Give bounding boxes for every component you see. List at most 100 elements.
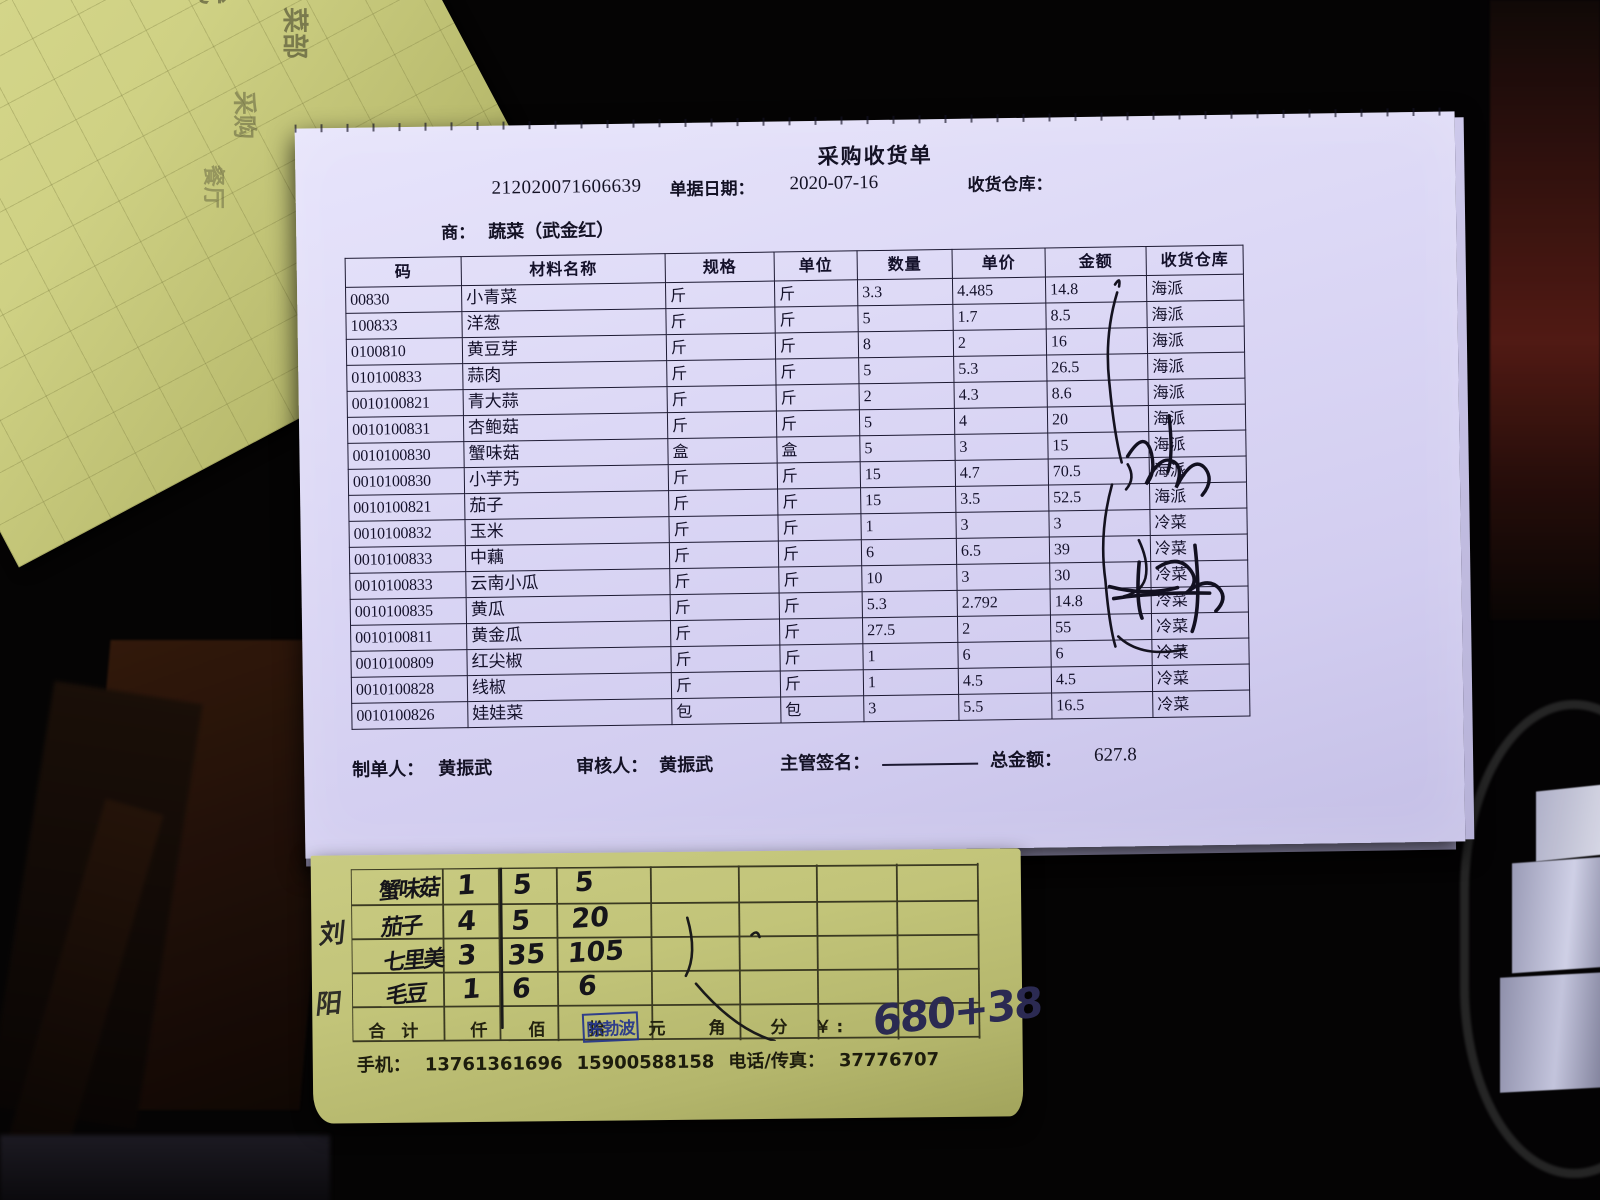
item-warehouse: 海派 [1146,274,1244,302]
item-code: 0100810 [346,337,463,366]
item-warehouse: 冷菜 [1152,690,1250,718]
item-code: 0010100826 [351,701,469,730]
item-warehouse: 海派 [1147,378,1246,406]
item-spec: 斤 [669,567,780,595]
item-code: 0010100830 [347,441,465,470]
item-qty: 15 [860,486,956,514]
item-code: 00830 [345,285,462,314]
supervisor-signature-line[interactable] [882,762,979,766]
purchase-receipt-document[interactable]: 采购收货单 212020071606639 单据日期： 2020-07-16 收… [294,111,1466,859]
item-warehouse: 海派 [1147,352,1245,380]
mobile-label: 手机： [356,1054,411,1077]
item-spec: 斤 [667,385,777,413]
auditor-value: 黄振武 [658,754,714,777]
handwriting-scrawl-4: 餐厅 [200,164,226,209]
document-number: 212020071606639 [491,175,642,199]
item-name: 线椒 [467,672,672,702]
item-code: 0010100821 [347,389,464,418]
item-qty: 5 [857,304,954,332]
column-header-warehouse: 收货仓库 [1145,245,1244,276]
item-unit: 盒 [776,435,861,464]
item-price: 4 [954,407,1048,435]
item-spec: 斤 [668,515,779,543]
column-header-spec: 规格 [665,252,775,283]
item-price: 2.792 [957,588,1051,617]
item-spec: 斤 [668,489,778,517]
item-name: 青大蒜 [463,386,668,416]
yellow-margin-mark-2: 阳 [314,988,342,1021]
document-footer: 制单人： 黄振武 审核人： 黄振武 主管签名： 总金额： 627.8 [304,739,1464,786]
item-name: 中藕 [465,542,670,572]
item-price: 3 [955,510,1050,539]
item-spec: 斤 [669,541,779,569]
item-amount: 4.5 [1051,665,1153,693]
supervisor-label: 主管签名： [779,752,871,775]
item-price: 3.5 [955,485,1049,513]
supplier-label: 商： [441,222,476,244]
column-header-name: 材料名称 [461,253,666,286]
mobile-number-1: 13761361696 [424,1053,563,1076]
item-unit: 斤 [778,565,863,594]
item-name: 小青菜 [461,282,666,312]
item-unit: 斤 [777,487,861,516]
item-amount: 52.5 [1048,483,1150,511]
item-warehouse: 海派 [1148,430,1247,458]
item-amount: 16.5 [1051,691,1153,719]
yellow-receipt-table: 蟹味菇 茄子 七里美 毛豆 1 4 3 1 5 5 35 6 5 20 105 … [350,862,1041,1046]
item-spec: 斤 [667,411,777,439]
item-price: 4.485 [952,277,1046,305]
item-amount: 39 [1049,535,1151,563]
warehouse-label: 收货仓库： [967,174,1053,196]
item-price: 4.5 [958,666,1052,695]
item-qty: 5 [859,434,956,462]
item-name: 黄瓜 [466,594,671,624]
item-amount: 6 [1050,639,1153,667]
item-code: 0010100828 [351,675,468,704]
item-code: 0010100833 [349,545,466,574]
background-metal-object-3 [1536,784,1600,862]
item-unit: 斤 [774,305,859,334]
item-warehouse: 冷菜 [1149,508,1248,536]
item-name: 蟹味菇 [463,438,669,468]
item-code: 0010100830 [348,467,465,496]
item-spec: 斤 [670,593,780,621]
item-name: 洋葱 [461,308,667,338]
item-qty: 2 [858,382,955,410]
item-warehouse: 冷菜 [1151,638,1250,666]
item-code: 010100833 [346,363,464,392]
supplier-value: 蔬菜（武金红） [488,219,615,243]
item-qty: 1 [862,642,959,670]
item-qty: 8 [858,330,954,358]
date-label: 单据日期： [669,178,755,201]
item-price: 6 [957,640,1052,669]
item-code: 100833 [345,311,463,340]
item-warehouse: 海派 [1147,326,1245,354]
item-unit: 斤 [779,591,863,620]
item-qty: 1 [860,512,957,540]
item-price: 4.3 [953,381,1048,409]
item-qty: 5 [858,356,954,384]
item-price: 4.7 [955,459,1049,487]
item-price: 3 [954,433,1049,461]
column-header-qty: 数量 [857,249,953,280]
column-header-unit: 单位 [774,250,858,282]
item-warehouse: 冷菜 [1152,664,1250,692]
item-code: 0010100821 [348,493,465,522]
fax-label: 电话/传真： [728,1050,826,1073]
total-label: 总金额： [989,749,1063,772]
handwriting-scrawl-3: 采购 [230,90,259,139]
item-spec: 斤 [670,619,780,647]
item-spec: 斤 [671,671,781,699]
item-unit: 包 [780,695,865,723]
item-name: 杏鲍菇 [463,412,668,442]
item-spec: 斤 [668,463,778,491]
item-price: 5.3 [953,355,1047,383]
item-code: 0010100835 [350,597,467,626]
item-qty: 3.3 [857,278,953,306]
total-value: 627.8 [1093,744,1137,766]
item-unit: 斤 [776,383,860,412]
yellow-receipt-bottom[interactable]: 蟹味菇 茄子 七里美 毛豆 1 4 3 1 5 5 35 6 5 20 105 … [310,848,1041,1124]
item-unit: 斤 [775,331,859,360]
item-unit: 斤 [775,357,859,386]
